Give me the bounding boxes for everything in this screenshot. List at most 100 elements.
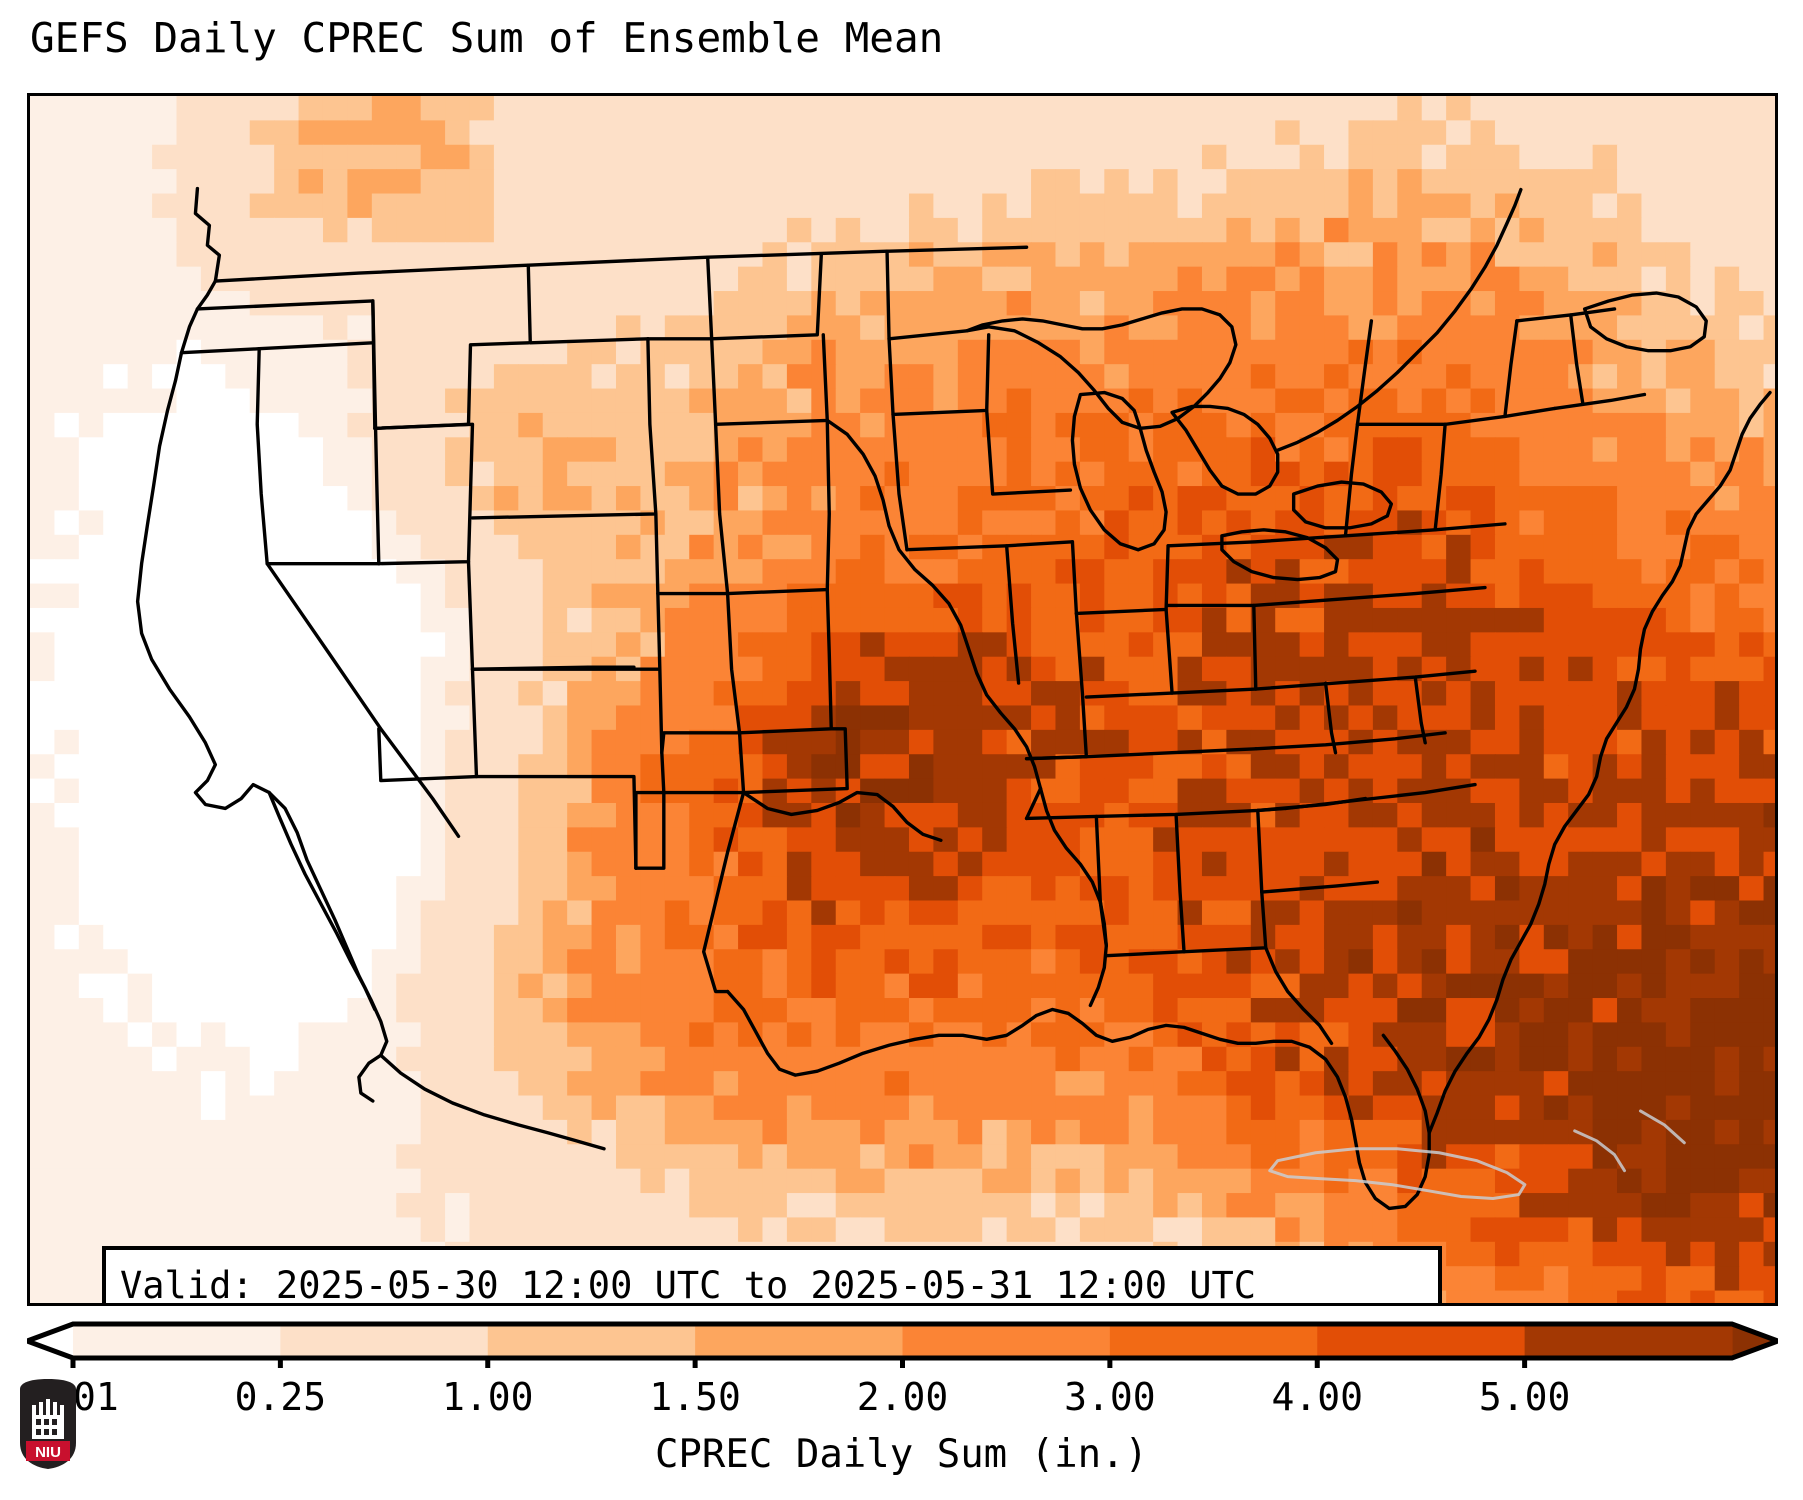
precip-cell [274, 607, 300, 634]
precip-cell [542, 973, 568, 999]
precip-cell [1617, 120, 1643, 146]
precip-cell [298, 412, 324, 438]
precip-cell [884, 364, 910, 390]
precip-cell [835, 1119, 861, 1145]
precip-cell [518, 1095, 544, 1121]
precip-cell [689, 876, 715, 902]
geo-path [656, 422, 730, 596]
precip-cell [1226, 754, 1252, 780]
precip-cell [469, 1144, 495, 1170]
precip-cell [1201, 998, 1228, 1024]
geo-path [1343, 422, 1447, 538]
precip-cell [884, 607, 910, 634]
precip-cell [78, 510, 104, 536]
precip-cell [689, 217, 715, 243]
precip-cell [152, 510, 178, 536]
precip-cell [1299, 169, 1325, 195]
precip-cell [1201, 851, 1228, 877]
precip-cell [1470, 364, 1496, 390]
precip-cell [1348, 486, 1374, 512]
precip-cell [1470, 1119, 1496, 1145]
precip-cell [1592, 1290, 1618, 1303]
precip-cell [420, 876, 446, 902]
precip-cell [445, 1168, 471, 1194]
precip-cell [176, 437, 202, 463]
precip-cell [786, 193, 813, 219]
precip-cell [1079, 559, 1106, 585]
precip-cell [1470, 217, 1496, 243]
precip-cell [1617, 973, 1643, 999]
precip-cell [835, 315, 861, 341]
precip-cell [860, 144, 886, 170]
precip-cell [811, 169, 837, 195]
precip-cell [1714, 315, 1740, 341]
precip-cell [176, 1168, 202, 1194]
map-panel[interactable]: Valid: 2025-05-30 12:00 UTC to 2025-05-3… [27, 93, 1778, 1306]
precip-cell [1372, 193, 1398, 219]
precip-cell [591, 729, 617, 755]
precip-cell [78, 534, 104, 560]
precip-cell [1226, 802, 1252, 829]
precip-cell [1592, 486, 1618, 512]
precip-cell [567, 583, 593, 609]
precip-cell [1397, 217, 1423, 243]
precip-cell [591, 412, 617, 438]
precip-cell [1714, 242, 1740, 268]
precip-cell [225, 1022, 251, 1048]
precip-cell [152, 705, 178, 731]
precip-cell [1714, 1071, 1740, 1097]
precip-cell [493, 778, 520, 804]
precip-cell [1641, 973, 1667, 999]
precip-cell [54, 1022, 80, 1048]
precip-cell [1324, 1193, 1350, 1219]
precip-cell [30, 1241, 56, 1267]
precip-cell [811, 583, 837, 609]
precip-cell [298, 217, 324, 243]
precip-cell [1031, 217, 1057, 243]
precip-cell [1519, 1095, 1545, 1121]
precip-cell [713, 1119, 739, 1145]
precip-cell [884, 1168, 910, 1194]
precip-cell [176, 998, 202, 1024]
precipitation-map[interactable] [30, 96, 1775, 1303]
precip-cell [1226, 632, 1252, 658]
precip-cell [713, 998, 739, 1024]
precip-cell [176, 949, 202, 975]
precip-cell [200, 242, 227, 268]
precip-cell [835, 169, 861, 195]
precip-cell [1055, 1217, 1081, 1243]
precip-cell [1665, 1168, 1691, 1194]
colorbar[interactable] [27, 1318, 1778, 1368]
precip-cell [1714, 96, 1740, 122]
precip-cell [127, 754, 153, 780]
precip-cell [1494, 876, 1521, 902]
precip-cell [1641, 388, 1667, 414]
geo-path [1553, 392, 1647, 411]
geo-path [634, 790, 666, 870]
precip-cell [200, 388, 227, 414]
precip-cell [1690, 144, 1716, 170]
precip-cell [225, 1144, 251, 1170]
precip-cell [249, 876, 275, 902]
precip-cell [1617, 1217, 1643, 1243]
precip-cell [1519, 144, 1545, 170]
precip-cell [200, 681, 227, 707]
precip-cell [860, 1119, 886, 1145]
precip-cell [127, 388, 153, 414]
precip-cell [103, 1071, 129, 1097]
precip-cell [908, 364, 935, 390]
geo-path [1433, 422, 1447, 532]
precip-cell [1519, 510, 1545, 536]
precip-cell [1324, 144, 1350, 170]
precip-cell [1617, 559, 1643, 585]
precip-cell [1275, 144, 1301, 170]
precip-cell [1079, 217, 1106, 243]
precip-cell [1763, 949, 1775, 975]
precip-cell [1079, 242, 1106, 268]
precip-cell [30, 559, 56, 585]
precip-cell [1128, 778, 1154, 804]
precip-cell [127, 1144, 153, 1170]
precip-cell [664, 1144, 690, 1170]
precip-cell [1226, 924, 1252, 950]
precip-cell [78, 827, 104, 853]
